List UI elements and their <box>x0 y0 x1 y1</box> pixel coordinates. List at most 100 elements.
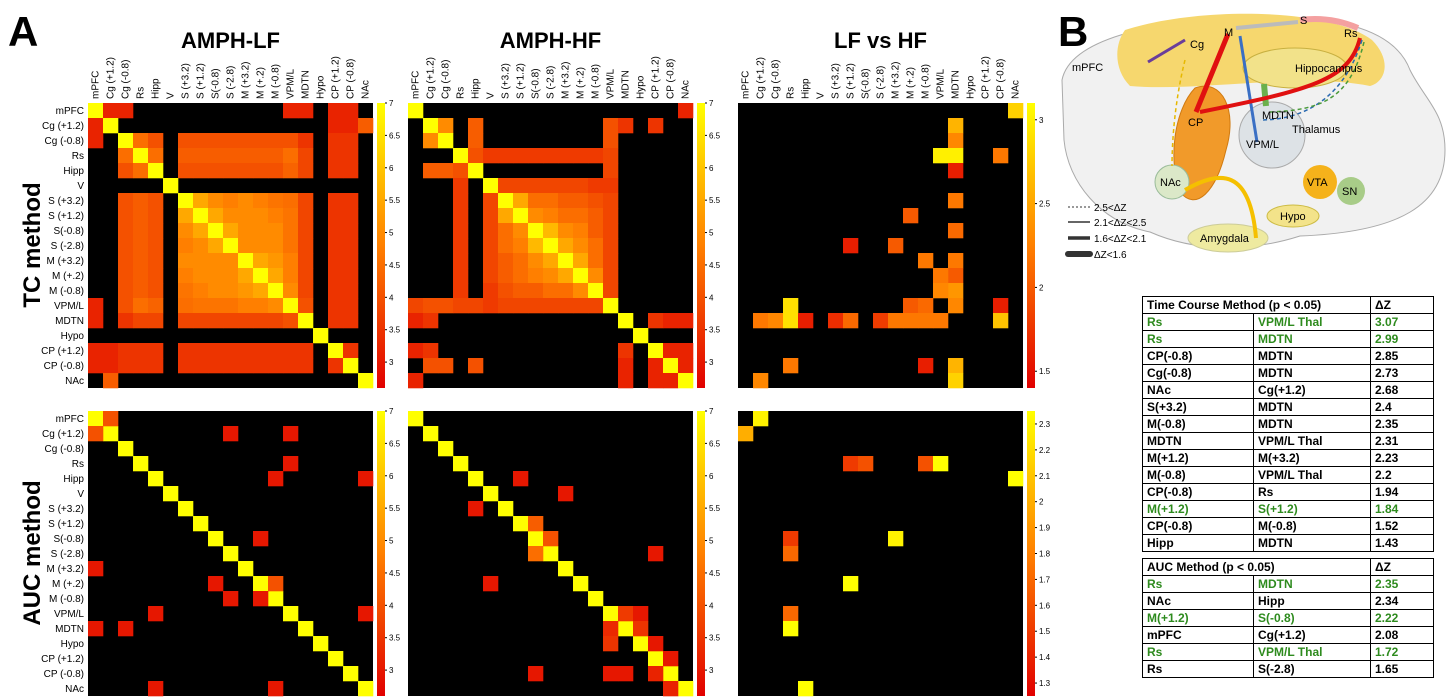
region-label: Thalamus <box>1292 124 1341 136</box>
heatmap-cell <box>118 298 134 314</box>
heatmap-cell <box>513 223 529 239</box>
heatmap-cell <box>423 298 439 314</box>
heatmap-cell <box>268 681 284 697</box>
heatmap-cell <box>268 148 284 164</box>
table-cell: ΔZ <box>1370 558 1434 576</box>
heatmap-cell <box>843 313 859 329</box>
table-cell: 3.07 <box>1370 313 1434 331</box>
table-cell: 1.65 <box>1370 660 1434 678</box>
heatmap-cell <box>588 238 604 254</box>
region-label: MDTN <box>1262 110 1294 122</box>
table-cell: 2.4 <box>1370 398 1434 416</box>
heatmap-cell <box>543 546 559 562</box>
region-label: CP <box>1188 117 1203 129</box>
row-axis-label: Rs <box>72 459 84 470</box>
heatmap-cell <box>283 193 299 209</box>
heatmap-cell <box>298 148 314 164</box>
heatmap-cell <box>298 253 314 269</box>
heatmap-cell <box>178 148 194 164</box>
heatmap-cell <box>783 313 799 329</box>
table-row: NAc Cg(+1.2) 2.68 <box>1142 381 1434 399</box>
heatmap-cell <box>358 681 374 697</box>
column-label: MDTN <box>301 70 312 99</box>
heatmap-cell <box>588 178 604 194</box>
column-label: Rs <box>456 87 467 99</box>
table-cell: Cg(+1.2) <box>1253 381 1371 399</box>
heatmap-cell <box>193 358 209 374</box>
row-axis-label: Cg (-0.8) <box>45 444 84 455</box>
heatmap-cell <box>238 268 254 284</box>
heatmap-cell <box>738 426 754 442</box>
heatmap-cell <box>268 591 284 607</box>
heatmap-cell <box>453 193 469 209</box>
vta <box>1303 165 1337 199</box>
heatmap-cell <box>148 298 164 314</box>
row-axis-label: Hipp <box>63 474 84 485</box>
heatmap-cell <box>948 193 964 209</box>
heatmap-cell <box>328 298 344 314</box>
heatmap-cell <box>483 576 499 592</box>
heatmap-cell <box>148 343 164 359</box>
table-header: AUC Method (p < 0.05) ΔZ <box>1142 558 1434 576</box>
heatmap-cell <box>268 253 284 269</box>
heatmap-cell <box>148 358 164 374</box>
heatmap-cell <box>453 268 469 284</box>
column-label: MDTN <box>621 70 632 99</box>
heatmap-cell <box>163 486 179 502</box>
table-row: CP(-0.8) MDTN 2.85 <box>1142 347 1434 365</box>
heatmap-cell <box>283 238 299 254</box>
heatmap-cell <box>618 606 634 622</box>
heatmap-cell <box>588 223 604 239</box>
heatmap-cell <box>408 411 424 427</box>
heatmap-cell <box>223 283 239 299</box>
colorbar-tick-label: 2.1 <box>1039 472 1051 481</box>
heatmap-cell <box>573 178 589 194</box>
heatmap-cell <box>798 681 814 697</box>
connection <box>1171 59 1186 167</box>
heatmap-cell <box>283 103 299 119</box>
heatmap-cell <box>408 298 424 314</box>
table-row: Cg(-0.8) MDTN 2.73 <box>1142 364 1434 382</box>
heatmap-cell <box>223 358 239 374</box>
heatmap-cell <box>343 208 359 224</box>
heatmap-cell <box>193 208 209 224</box>
heatmap-cell <box>513 516 529 532</box>
heatmap-cell <box>103 358 119 374</box>
heatmap-cell <box>118 223 134 239</box>
heatmap-cell <box>238 238 254 254</box>
heatmap-cell <box>178 133 194 149</box>
heatmap-cell <box>543 298 559 314</box>
colorbar-tick-label: 2.2 <box>1039 446 1051 455</box>
column-label: S (+1.2) <box>846 63 857 99</box>
heatmap-cell <box>253 576 269 592</box>
table-cell: CP(-0.8) <box>1142 517 1254 535</box>
heatmap-cell <box>193 148 209 164</box>
heatmap-cell <box>423 313 439 329</box>
table-cell: M(-0.8) <box>1253 517 1371 535</box>
heatmap-cell <box>453 298 469 314</box>
table-cell: 2.35 <box>1370 575 1434 593</box>
heatmap-cell <box>178 163 194 179</box>
column-label: M (-0.8) <box>591 64 602 99</box>
heatmap-cell <box>298 208 314 224</box>
caudate-putamen <box>1173 85 1231 201</box>
row-axis-label: M (+3.2) <box>46 564 84 575</box>
column-label: M (+3.2) <box>561 61 572 99</box>
heatmap-cell <box>328 103 344 119</box>
heatmap-cell <box>178 268 194 284</box>
heatmap-cell <box>298 163 314 179</box>
heatmap-cell <box>618 358 634 374</box>
heatmap-cell <box>283 223 299 239</box>
row-axis-label: V <box>77 489 84 500</box>
heatmap-cell <box>408 313 424 329</box>
heatmap-cell <box>343 343 359 359</box>
heatmap-cell <box>528 268 544 284</box>
heatmap-cell <box>118 148 134 164</box>
table-row: M(-0.8) VPM/L Thal 2.2 <box>1142 466 1434 484</box>
heatmap-cell <box>453 208 469 224</box>
heatmap-cell <box>528 516 544 532</box>
heatmap-cell <box>133 283 149 299</box>
table-cell: AUC Method (p < 0.05) <box>1142 558 1371 576</box>
table-cell: MDTN <box>1253 398 1371 416</box>
heatmap-cell <box>588 148 604 164</box>
